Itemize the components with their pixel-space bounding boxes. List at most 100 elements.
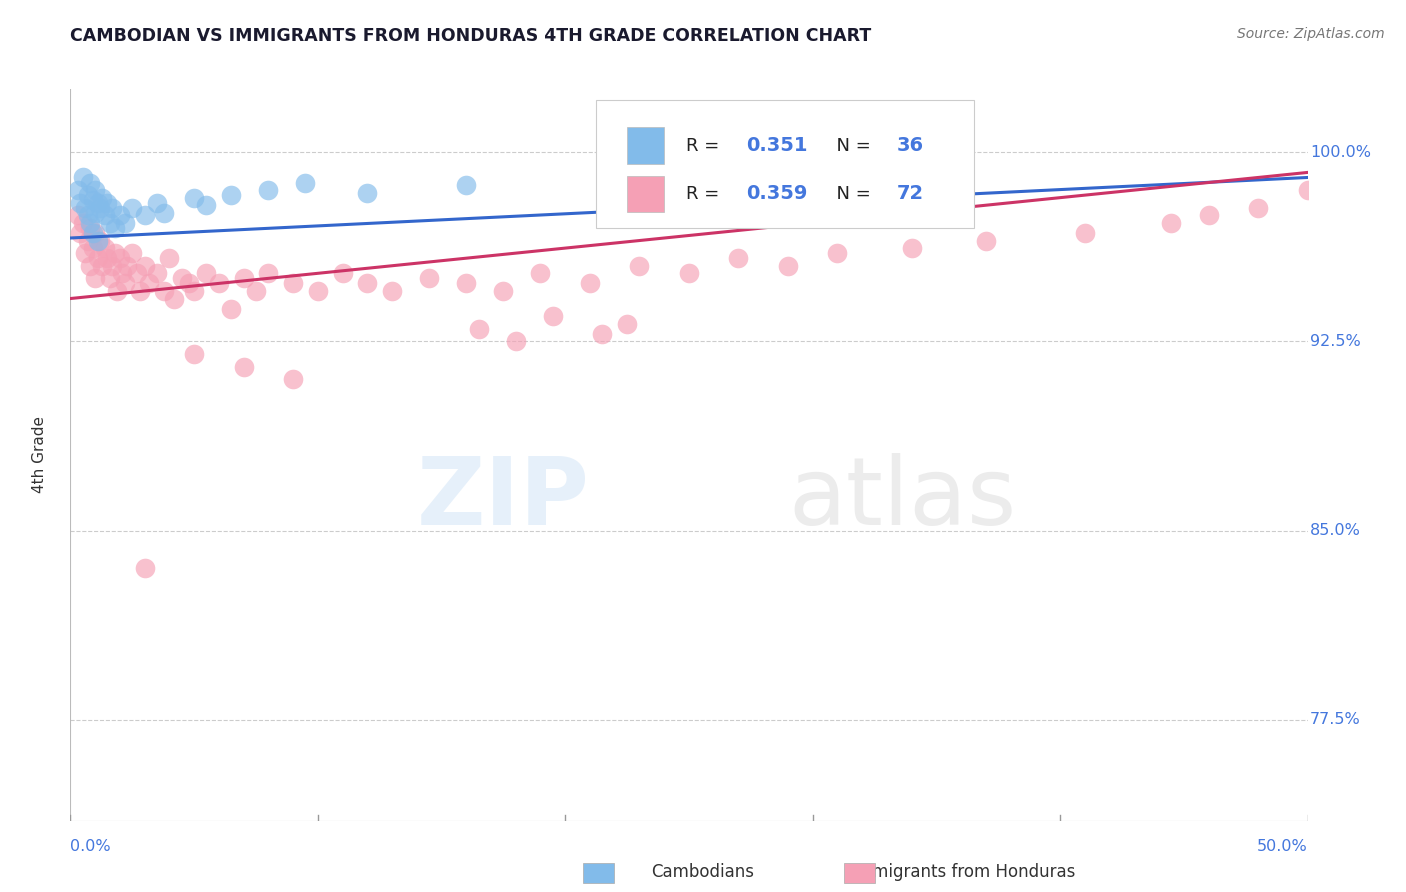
Point: [82, 193, 104, 207]
Point: [75, 246, 97, 260]
Text: Cambodians: Cambodians: [651, 863, 755, 881]
Point: [219, 188, 242, 202]
Point: [153, 284, 176, 298]
Point: [183, 284, 205, 298]
Point: [1247, 201, 1270, 215]
FancyBboxPatch shape: [627, 176, 664, 212]
Text: 0.0%: 0.0%: [70, 838, 111, 854]
Point: [86, 234, 108, 248]
Point: [146, 266, 169, 280]
Point: [82, 241, 104, 255]
Text: CAMBODIAN VS IMMIGRANTS FROM HONDURAS 4TH GRADE CORRELATION CHART: CAMBODIAN VS IMMIGRANTS FROM HONDURAS 4T…: [70, 27, 872, 45]
Point: [79, 221, 101, 235]
Text: Source: ZipAtlas.com: Source: ZipAtlas.com: [1237, 27, 1385, 41]
Point: [257, 266, 280, 280]
Point: [146, 195, 169, 210]
Text: 85.0%: 85.0%: [1310, 523, 1361, 538]
Point: [456, 277, 478, 291]
Point: [89, 201, 111, 215]
Point: [105, 284, 128, 298]
Point: [76, 234, 98, 248]
FancyBboxPatch shape: [627, 128, 664, 164]
Point: [974, 234, 997, 248]
Point: [108, 208, 131, 222]
Point: [219, 301, 242, 316]
Point: [127, 266, 149, 280]
Point: [75, 201, 97, 215]
Point: [827, 246, 849, 260]
Text: 72: 72: [897, 185, 924, 203]
Point: [94, 241, 117, 255]
Text: ZIP: ZIP: [418, 453, 591, 545]
Point: [138, 277, 160, 291]
Text: N =: N =: [825, 185, 876, 202]
Point: [195, 266, 218, 280]
Point: [111, 266, 134, 280]
Point: [66, 208, 89, 222]
Point: [157, 251, 180, 265]
Point: [281, 277, 304, 291]
Point: [294, 176, 316, 190]
Point: [79, 259, 101, 273]
Point: [1074, 226, 1097, 240]
Text: 50.0%: 50.0%: [1257, 838, 1308, 854]
Point: [616, 317, 638, 331]
Point: [163, 292, 186, 306]
Point: [356, 186, 378, 200]
Point: [94, 208, 117, 222]
Point: [121, 201, 143, 215]
Point: [170, 271, 193, 285]
Point: [69, 195, 91, 210]
Point: [492, 284, 515, 298]
Point: [900, 241, 922, 255]
Point: [307, 284, 329, 298]
Point: [245, 284, 267, 298]
Point: [96, 251, 118, 265]
Point: [84, 206, 107, 220]
Point: [591, 326, 613, 341]
Point: [281, 372, 304, 386]
Point: [541, 309, 564, 323]
Text: Immigrants from Honduras: Immigrants from Honduras: [851, 863, 1076, 881]
Point: [195, 198, 218, 212]
Point: [678, 266, 700, 280]
Point: [114, 216, 136, 230]
Point: [101, 201, 124, 215]
Point: [467, 322, 489, 336]
Point: [776, 259, 799, 273]
Point: [121, 246, 143, 260]
Point: [332, 266, 354, 280]
Point: [257, 183, 280, 197]
Point: [128, 284, 150, 298]
Text: 100.0%: 100.0%: [1310, 145, 1371, 160]
Text: R =: R =: [686, 136, 725, 154]
Text: 77.5%: 77.5%: [1310, 712, 1361, 727]
Point: [79, 216, 101, 230]
Point: [72, 170, 94, 185]
Point: [72, 216, 94, 230]
Point: [183, 347, 205, 361]
Point: [1296, 183, 1319, 197]
Point: [232, 271, 254, 285]
Point: [86, 251, 108, 265]
Point: [91, 191, 114, 205]
Point: [134, 259, 156, 273]
Point: [79, 176, 101, 190]
Point: [98, 216, 121, 230]
Point: [153, 206, 176, 220]
Point: [727, 251, 749, 265]
Point: [134, 561, 156, 575]
Point: [84, 271, 107, 285]
Text: atlas: atlas: [787, 453, 1017, 545]
Point: [76, 208, 98, 222]
Point: [505, 334, 527, 349]
Point: [1198, 208, 1220, 222]
Point: [86, 195, 108, 210]
Text: 0.351: 0.351: [745, 136, 807, 155]
Text: N =: N =: [825, 136, 876, 154]
Point: [456, 178, 478, 192]
Point: [232, 359, 254, 374]
Point: [134, 208, 156, 222]
Point: [183, 191, 205, 205]
Point: [76, 188, 98, 202]
